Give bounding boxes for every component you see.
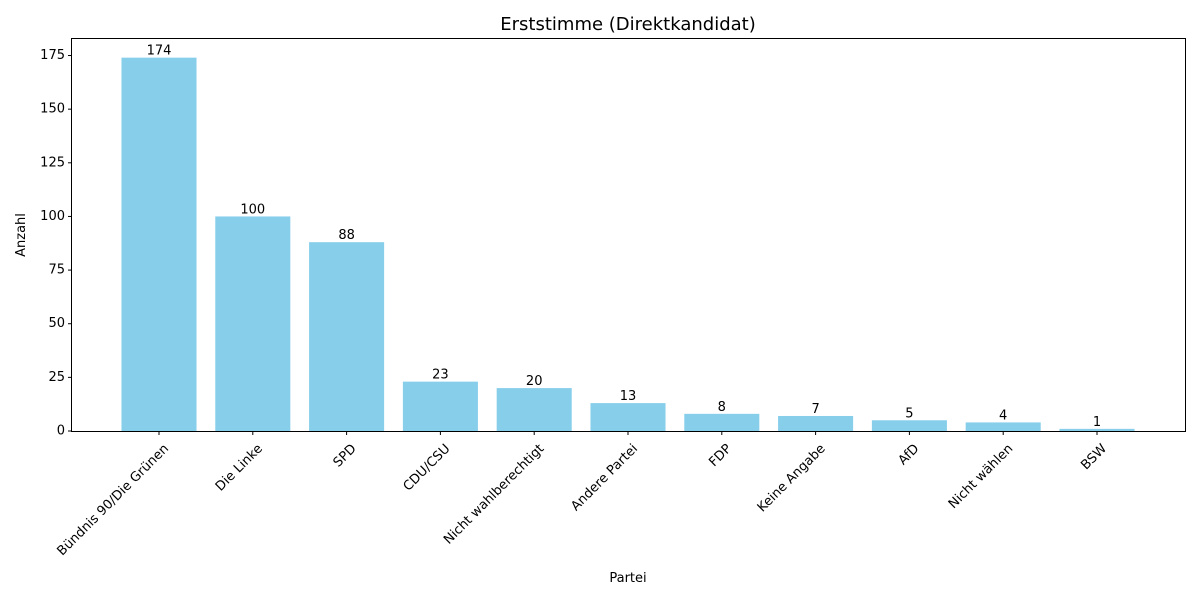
bar <box>965 422 1041 431</box>
y-tick-label: 25 <box>48 370 65 385</box>
bar <box>309 242 385 431</box>
bar <box>590 403 666 431</box>
y-tick-label: 0 <box>57 424 65 439</box>
x-tick-label: Andere Partei <box>568 441 641 514</box>
bar-value-label: 4 <box>999 408 1007 423</box>
y-tick-label: 150 <box>40 102 65 117</box>
x-tick-label: Nicht wählen <box>946 441 1016 511</box>
x-tick-label: AfD <box>896 441 923 468</box>
y-axis-title: Anzahl <box>14 213 29 257</box>
x-tick-label: Die Linke <box>213 441 266 494</box>
bar <box>496 388 572 431</box>
y-tick-label: 125 <box>40 155 65 170</box>
x-axis-title: Partei <box>609 571 646 586</box>
bar-labels-group: 174 100 88 23 20 13 8 7 5 4 1 <box>147 44 1102 430</box>
x-tick-label: SPD <box>331 441 360 470</box>
x-tick-label: FDP <box>706 441 735 470</box>
bar <box>684 413 760 431</box>
bar-value-label: 20 <box>526 374 543 389</box>
bar-value-label: 8 <box>718 400 726 415</box>
y-tick-label: 175 <box>40 48 65 63</box>
x-tick-label: CDU/CSU <box>401 441 454 494</box>
bar-value-label: 1 <box>1093 415 1101 430</box>
bar-value-label: 23 <box>432 368 449 383</box>
bar-value-label: 88 <box>338 228 355 243</box>
bar-value-label: 5 <box>905 406 913 421</box>
bar <box>402 381 478 431</box>
bar-value-label: 100 <box>240 202 265 217</box>
bar-value-label: 7 <box>811 402 819 417</box>
y-axis-ticks: 0 25 50 75 100 125 150 175 <box>40 48 72 439</box>
bar <box>215 216 291 431</box>
x-tick-label: Bündnis 90/Die Grünen <box>55 441 173 559</box>
chart-title: Erststimme (Direktkandidat) <box>500 14 755 35</box>
x-tick-label: BSW <box>1078 441 1110 473</box>
bar-value-label: 13 <box>620 389 637 404</box>
x-tick-label: Keine Angabe <box>755 441 829 515</box>
plot-frame <box>71 38 1186 432</box>
bar <box>1059 428 1135 431</box>
bar-value-label: 174 <box>147 44 172 59</box>
x-axis-ticks: Bündnis 90/Die Grünen Die Linke SPD CDU/CSU… <box>55 431 1110 559</box>
bars-group <box>121 57 1135 432</box>
bar <box>121 57 197 432</box>
bar <box>871 420 947 431</box>
y-tick-label: 100 <box>40 209 65 224</box>
bar <box>778 415 854 431</box>
y-tick-label: 75 <box>48 263 65 278</box>
y-tick-label: 50 <box>48 316 65 331</box>
x-tick-label: Nicht wahlberechtigt <box>441 441 547 547</box>
